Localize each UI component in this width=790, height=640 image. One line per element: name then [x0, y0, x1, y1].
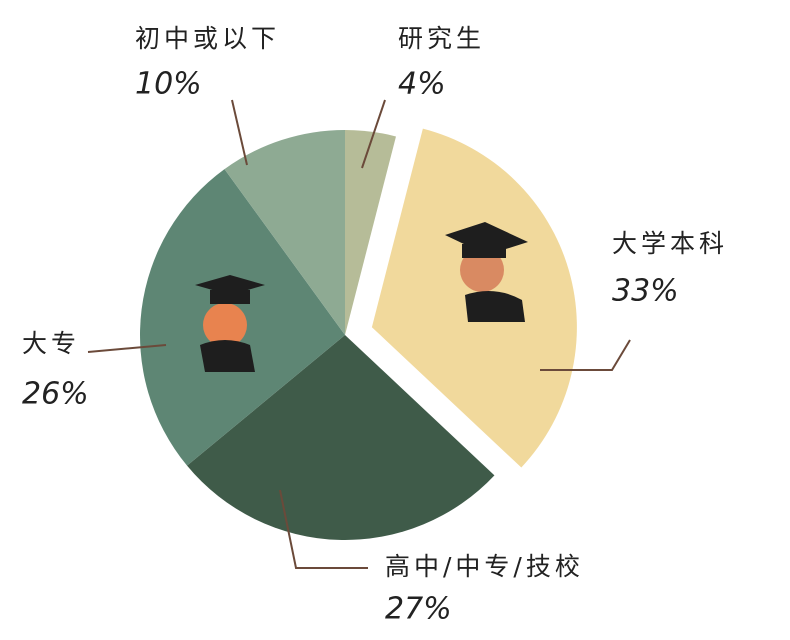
category-label: 高中/中专/技校	[385, 552, 584, 581]
leader-line	[87, 344, 167, 353]
cap-base	[210, 290, 250, 304]
leader-line	[279, 489, 368, 569]
cap-base	[462, 244, 506, 258]
slice	[187, 335, 495, 540]
category-label: 研究生	[398, 24, 485, 53]
value-label: 10%	[135, 67, 202, 102]
figure-left	[195, 275, 265, 372]
value-label: 33%	[612, 274, 679, 309]
head	[460, 248, 504, 292]
slice	[224, 130, 345, 335]
gown	[200, 340, 255, 372]
value-label: 4%	[398, 67, 446, 102]
leader-line	[540, 339, 631, 371]
head	[203, 303, 247, 347]
gown	[465, 291, 525, 322]
category-label: 大学本科	[612, 229, 728, 258]
category-label: 初中或以下	[135, 24, 280, 53]
category-label: 大专	[22, 329, 80, 358]
leader-line	[231, 99, 248, 166]
labels: 研究生 4% 大学本科 33% 高中/中专/技校 27% 大专 26% 初中或以下 10%	[22, 24, 728, 627]
value-label: 26%	[22, 377, 89, 412]
leader-line	[361, 99, 386, 169]
slice	[345, 130, 396, 335]
value-label: 27%	[385, 592, 452, 627]
cap	[445, 222, 528, 255]
figure-right	[445, 222, 528, 322]
